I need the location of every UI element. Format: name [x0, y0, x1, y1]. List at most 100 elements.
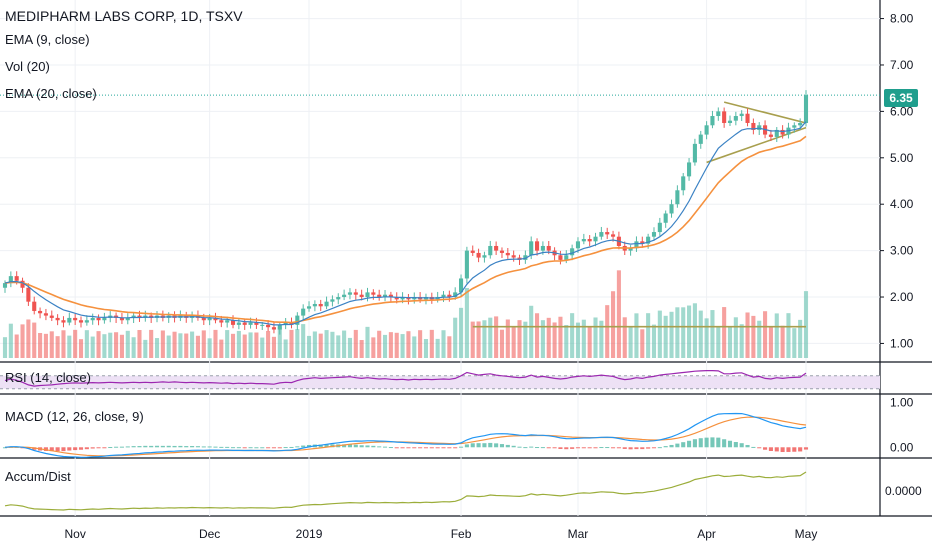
candle: [219, 320, 224, 323]
candle: [453, 292, 458, 298]
time-tick-label: 2019: [296, 527, 323, 541]
candle: [242, 322, 247, 325]
macd-histogram-bar: [751, 446, 756, 448]
macd-histogram-bar: [704, 437, 709, 448]
ema9-line: [4, 121, 807, 326]
legend-ema9[interactable]: EMA (9, close): [5, 32, 90, 47]
candle: [470, 250, 475, 253]
time-tick-label: May: [795, 527, 818, 541]
candle: [61, 320, 66, 323]
grid: [0, 0, 880, 516]
macd-histogram-bar: [458, 446, 464, 448]
volume-bar: [470, 321, 475, 358]
macd-histogram-bar: [570, 447, 575, 449]
macd-histogram-bar: [236, 447, 241, 449]
macd-histogram-bar: [412, 447, 417, 449]
volume-bars: [2, 270, 809, 358]
macd-histogram-bar: [149, 445, 154, 448]
volume-bar: [277, 326, 282, 358]
volume-bar: [342, 330, 347, 358]
macd-histogram-bar: [418, 447, 423, 449]
ema-lines: [4, 121, 807, 326]
candle: [657, 222, 662, 233]
candle: [663, 213, 668, 223]
candle: [295, 315, 300, 325]
volume-bar: [616, 270, 621, 358]
volume-bar: [406, 331, 411, 358]
macd-histogram-bar: [739, 443, 744, 448]
volume-bar: [669, 311, 674, 358]
macd-histogram-bar: [768, 447, 773, 451]
time-tick-label: Dec: [199, 527, 220, 541]
volume-bar: [698, 310, 703, 358]
macd-histogram-bar: [651, 447, 657, 449]
volume-bar: [38, 332, 43, 358]
legend-rsi[interactable]: RSI (14, close): [5, 370, 91, 385]
macd-histogram-bar: [657, 447, 662, 449]
macd-histogram-bar: [55, 447, 60, 452]
candle: [611, 234, 616, 237]
candle: [798, 122, 803, 126]
macd-histogram-bar: [646, 447, 651, 449]
candle: [447, 294, 452, 298]
volume-bar: [336, 335, 341, 358]
macd-histogram-bar: [90, 447, 95, 449]
volume-bar: [745, 312, 750, 358]
macd-histogram-bar: [359, 445, 364, 448]
candle: [529, 241, 534, 256]
macd-histogram-bar: [394, 447, 399, 449]
candle: [96, 317, 101, 321]
macd-histogram-bar: [540, 447, 545, 449]
macd-histogram-bar: [213, 446, 218, 448]
macd-histogram-bar: [172, 445, 177, 448]
volume-bar: [687, 305, 692, 358]
price-axis-ticks: 8.00 7.00 6.00 5.00 4.00 3.00 2.00 1.00 1.00 0.00…: [880, 12, 922, 498]
volume-bar: [271, 336, 276, 358]
macd-histogram-bar: [382, 446, 388, 448]
price-tick-label: 3.00: [890, 244, 914, 258]
volume-bar: [798, 319, 803, 358]
volume-bar: [371, 337, 376, 358]
volume-bar: [2, 337, 8, 358]
volume-bar: [517, 320, 522, 358]
time-tick-label: Nov: [64, 527, 85, 541]
candle: [137, 315, 142, 318]
candle: [26, 287, 31, 302]
legend-ema20[interactable]: EMA (20, close): [5, 86, 97, 101]
macd-histogram-bar: [499, 444, 505, 448]
volume-bar: [330, 331, 335, 358]
volume-bar: [102, 334, 107, 358]
volume-bar: [32, 322, 37, 358]
candle: [523, 255, 528, 260]
volume-bar: [704, 318, 709, 358]
volume-bar: [301, 324, 306, 358]
candle: [131, 315, 136, 318]
macd-histogram-bar: [96, 447, 101, 449]
volume-bar: [692, 303, 697, 358]
candle: [710, 116, 715, 126]
macd-histogram-bar: [792, 447, 797, 452]
candle: [482, 255, 487, 258]
volume-bar: [739, 324, 744, 358]
candle: [540, 245, 545, 251]
candle: [14, 276, 19, 281]
candle: [353, 292, 358, 295]
volume-bar: [43, 333, 48, 358]
legend-ad[interactable]: Accum/Dist: [5, 469, 71, 484]
macd-histogram-bar: [306, 444, 312, 448]
volume-bar: [412, 336, 417, 358]
macd-histogram-bar: [692, 439, 697, 448]
macd-histogram-bar: [575, 447, 581, 449]
legend-macd[interactable]: MACD (12, 26, close, 9): [5, 409, 144, 424]
legend-volume[interactable]: Vol (20): [5, 59, 50, 74]
volume-bar: [792, 328, 797, 358]
volume-bar: [154, 338, 160, 358]
candle: [119, 317, 124, 321]
macd-histogram-bar: [114, 446, 119, 448]
macd-histogram-bar: [289, 446, 294, 448]
volume-bar: [441, 330, 446, 358]
time-tick-label: Mar: [568, 527, 589, 541]
volume-bar: [646, 313, 651, 358]
macd-histogram-bar: [447, 447, 452, 449]
